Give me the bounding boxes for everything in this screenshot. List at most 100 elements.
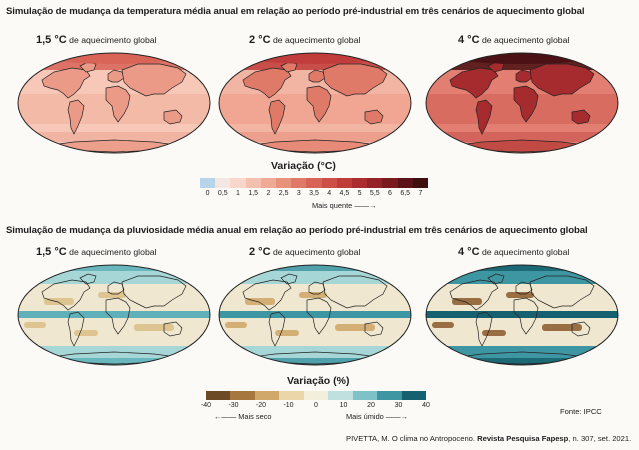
continent-outline [513,85,539,123]
continent-outline [268,99,286,135]
color-scale-swatch [328,391,353,400]
scale-tick-label: 30 [394,402,403,409]
continent-outline [308,281,326,295]
continent-outline [306,297,332,335]
precipitation-map-image [425,264,619,366]
continent-outline [515,69,533,83]
scale-tick-label: 1,5 [248,190,259,197]
source-label: Fonte: IPCC [560,407,602,416]
map-scenario-value: 4 °C [458,246,480,258]
map-scenario-value: 4 °C [458,34,480,46]
map-scenario-text: de aquecimento global [66,35,157,45]
color-scale-swatch [303,391,329,400]
color-scale-swatch [276,178,292,188]
continent-outline [515,281,533,295]
color-scale-swatch [321,178,337,188]
continent-outline [242,67,292,99]
map-scenario-text: de aquecimento global [270,35,361,45]
temperature-section-title: Simulação de mudança da temperatura médi… [6,6,585,17]
color-scale-swatch [230,178,246,188]
scale-tick-label: 2,5 [278,190,289,197]
scale-tick-label: -10 [283,402,294,409]
map-scenario-value: 2 °C [249,34,271,46]
continent-outline [79,273,97,285]
color-scale-swatch [206,391,231,400]
continent-outline [107,69,125,83]
continent-outline [529,63,595,97]
scale-tick-label: 2 [266,190,271,197]
continent-outline [487,273,505,285]
continent-outline [571,109,591,125]
color-scale-swatch [279,391,304,400]
continent-outline [322,63,388,97]
temperature-map-image [17,52,211,154]
continent-outline [280,273,298,285]
map-scenario-value: 2 °C [249,246,271,258]
wetter-label: Mais úmido ——→ [346,412,409,421]
color-scale-swatch [230,391,255,400]
color-scale-swatch [245,178,261,188]
citation: PIVETTA, M. O clima no Antropoceno. Revi… [346,434,632,443]
color-scale-swatch [200,178,216,188]
color-scale-swatch [291,178,307,188]
temperature-legend-title: Variação (°C) [271,160,336,172]
color-scale-swatch [306,178,322,188]
scale-tick-label: 0,5 [217,190,228,197]
continent-outline [475,311,493,347]
continent-outline [41,279,91,311]
temperature-map-image [218,52,412,154]
continent-outline [268,311,286,347]
continent-outline [242,279,292,311]
color-scale-swatch [377,391,402,400]
scale-tick-label: 6 [388,190,392,197]
scale-tick-label: 3 [296,190,301,197]
drier-label: ←—— Mais seco [214,412,272,421]
scale-tick-label: -20 [255,402,267,409]
scale-tick-label: -40 [200,402,212,409]
color-scale-swatch [260,178,277,188]
arrow-right-icon: ——→ [385,412,409,421]
color-scale-swatch [401,391,426,400]
scale-tick-label: 3,5 [309,190,319,197]
scale-tick-label: -30 [228,402,239,409]
scale-tick-label: 0 [314,402,318,409]
continent-outline [449,67,499,99]
scale-tick-label: 5 [357,190,362,197]
continent-outline [322,275,388,309]
color-scale-swatch [382,178,398,188]
continent-outline [308,69,326,83]
scale-tick-label: 5,5 [369,190,380,197]
scale-tick-label: 1 [236,190,240,197]
continent-outline [571,321,591,337]
continent-outline [364,321,384,337]
color-scale-swatch [352,178,368,188]
scale-tick-label: 10 [339,402,348,409]
scale-tick-label: 6,5 [400,190,411,197]
map-scenario-text: de aquecimento global [479,35,570,45]
precipitation-color-scale [206,391,426,400]
map-scenario-text: de aquecimento global [270,247,361,257]
continent-outline [475,99,493,135]
scale-tick-label: 4,5 [339,190,350,197]
map-scenario-value: 1,5 °C [36,246,67,258]
precipitation-map-image [218,264,412,366]
continent-outline [163,321,183,337]
temperature-map-image [425,52,619,154]
continent-outline [306,85,332,123]
color-scale-swatch [215,178,231,188]
precipitation-legend-title: Variação (%) [287,375,350,387]
scale-tick-label: 40 [422,402,430,409]
color-scale-swatch [336,178,353,188]
color-scale-swatch [352,391,378,400]
arrow-left-icon: ←—— [214,412,237,421]
scale-tick-label: 4 [327,190,332,197]
map-scenario-text: de aquecimento global [66,247,157,257]
scale-tick-label: 0 [205,190,210,197]
map-scenario-value: 1,5 °C [36,34,67,46]
continent-outline [121,63,187,97]
color-scale-swatch [412,178,429,188]
continent-outline [107,281,125,295]
continent-outline [67,99,85,135]
precipitation-section-title: Simulação de mudança da pluviosidade méd… [6,225,588,236]
continent-outline [67,311,85,347]
